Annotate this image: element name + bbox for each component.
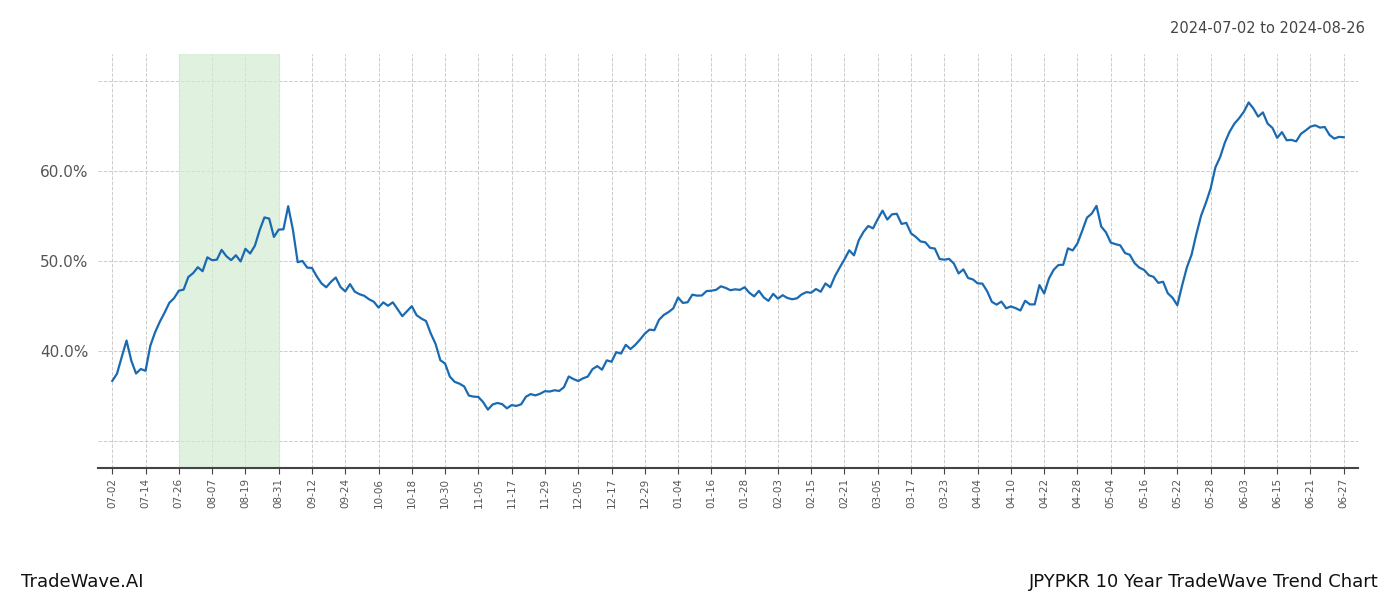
Text: JPYPKR 10 Year TradeWave Trend Chart: JPYPKR 10 Year TradeWave Trend Chart	[1029, 573, 1379, 591]
Bar	[179, 54, 279, 468]
Text: 2024-07-02 to 2024-08-26: 2024-07-02 to 2024-08-26	[1170, 21, 1365, 36]
Text: TradeWave.AI: TradeWave.AI	[21, 573, 143, 591]
